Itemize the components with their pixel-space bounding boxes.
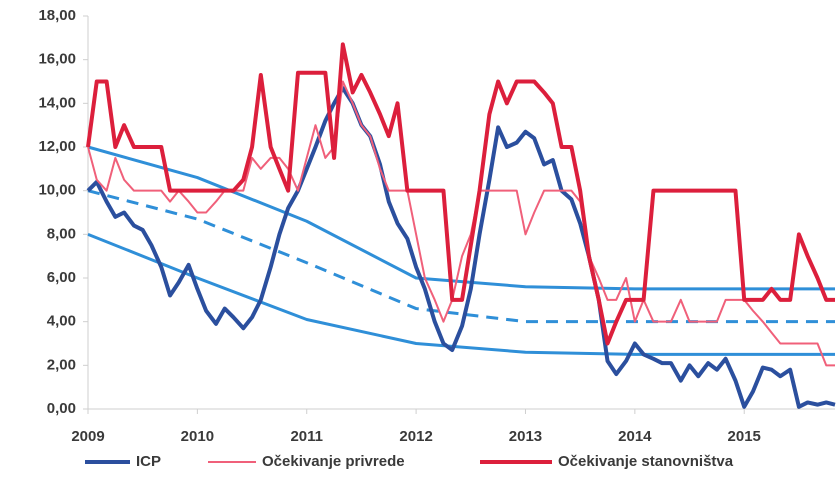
x-tick-label: 2009 bbox=[71, 428, 104, 445]
series-line bbox=[86, 42, 835, 346]
y-tick-label: 8,00 bbox=[47, 225, 76, 242]
x-tick-label: 2012 bbox=[399, 428, 432, 445]
x-tick-label: 2013 bbox=[509, 428, 542, 445]
series-line bbox=[87, 80, 835, 367]
x-tick-label: 2010 bbox=[181, 428, 214, 445]
y-tick-label: 10,00 bbox=[38, 182, 76, 199]
y-tick-label: 2,00 bbox=[47, 356, 76, 373]
legend-label: Očekivanje stanovništva bbox=[558, 453, 734, 470]
y-tick-label: 12,00 bbox=[38, 138, 76, 155]
x-tick-label: 2011 bbox=[290, 428, 323, 445]
band-line bbox=[87, 145, 835, 291]
x-tick-label: 2014 bbox=[618, 428, 652, 445]
band-line bbox=[87, 232, 835, 356]
x-tick-label: 2015 bbox=[728, 428, 761, 445]
legend-label: Očekivanje privrede bbox=[262, 453, 405, 470]
y-tick-label: 18,00 bbox=[38, 7, 76, 24]
y-tick-label: 16,00 bbox=[38, 51, 76, 68]
band-line bbox=[87, 189, 835, 324]
y-tick-label: 4,00 bbox=[47, 313, 76, 330]
y-tick-label: 6,00 bbox=[47, 269, 76, 286]
series-line bbox=[86, 86, 836, 409]
legend-label: ICP bbox=[136, 453, 161, 470]
y-tick-label: 0,00 bbox=[47, 400, 76, 417]
y-tick-label: 14,00 bbox=[38, 94, 76, 111]
